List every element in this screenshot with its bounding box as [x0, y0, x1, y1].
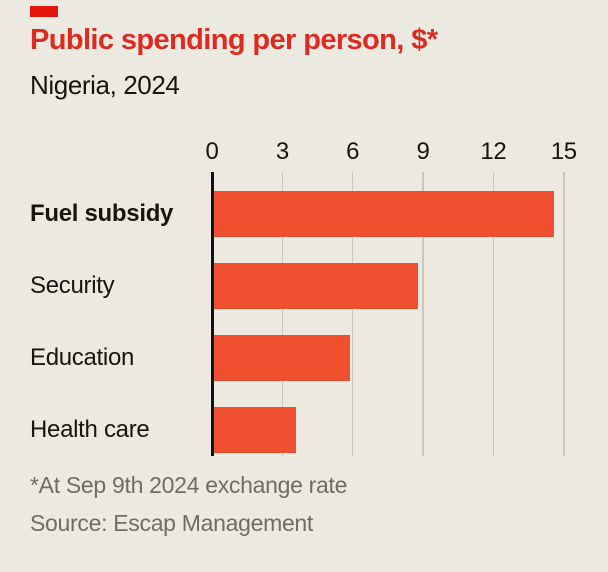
- x-axis-tick-label: 6: [346, 138, 360, 165]
- gridline: [351, 172, 354, 456]
- brand-tab: [30, 6, 58, 17]
- x-axis-tick-label: 12: [480, 138, 507, 165]
- chart-title: Public spending per person, $*: [30, 24, 438, 56]
- source-line: Source: Escap Management: [30, 510, 314, 536]
- y-axis-baseline: [210, 172, 214, 456]
- x-axis-tick-label: 0: [205, 138, 219, 165]
- category-label: Education: [30, 344, 135, 371]
- gridline: [563, 172, 565, 456]
- bar-security: [213, 263, 419, 309]
- gridline: [422, 172, 424, 456]
- category-label: Fuel subsidy: [30, 200, 174, 227]
- x-axis-tick-label: 9: [416, 138, 430, 165]
- footnote: *At Sep 9th 2024 exchange rate: [30, 472, 348, 498]
- category-label: Security: [30, 272, 115, 299]
- gridline: [492, 172, 495, 456]
- bar-fuel-subsidy: [213, 191, 555, 237]
- bar-education: [213, 335, 351, 381]
- gridline: [281, 172, 284, 456]
- chart-subtitle: Nigeria, 2024: [30, 70, 180, 100]
- category-label: Health care: [30, 416, 150, 443]
- bar-health-care: [213, 407, 297, 453]
- x-axis-tick-label: 3: [275, 138, 289, 165]
- x-axis-tick-label: 15: [550, 138, 577, 165]
